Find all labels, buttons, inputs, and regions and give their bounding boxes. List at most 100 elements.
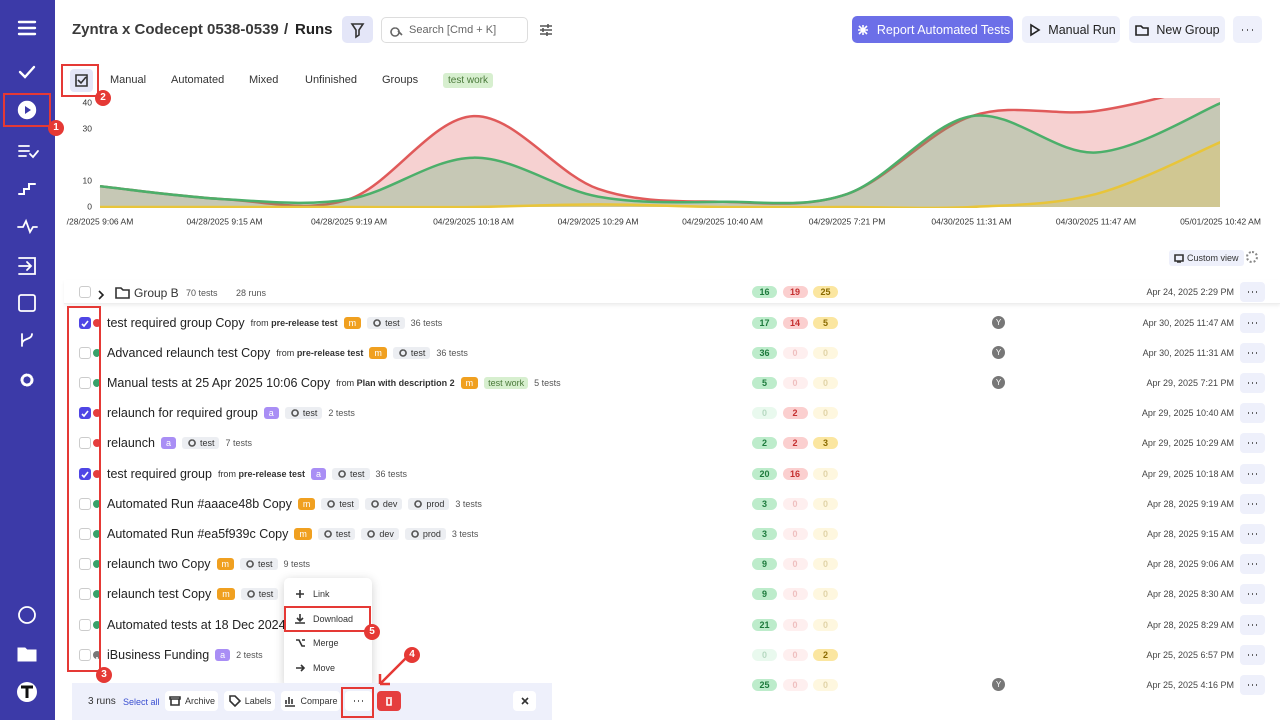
run-name[interactable]: test required group Copy (107, 315, 245, 330)
header-button[interactable]: New Group (1129, 16, 1225, 43)
filter-button[interactable] (342, 16, 373, 43)
run-name[interactable]: Manual tests at 25 Apr 2025 10:06 Copy (107, 375, 331, 390)
menu-item[interactable]: Merge (294, 636, 339, 650)
more-button[interactable] (1233, 16, 1262, 43)
row-more-button[interactable] (1240, 342, 1265, 363)
menu-icon[interactable] (17, 20, 37, 36)
projects-icon[interactable] (17, 647, 37, 662)
close-icon-path (521, 697, 529, 705)
group-checkbox[interactable] (79, 286, 91, 298)
bulk-close[interactable] (513, 691, 536, 711)
plans-icon[interactable] (18, 145, 39, 159)
run-name[interactable]: relaunch test Copy (107, 587, 212, 602)
bulk-action[interactable]: Labels (224, 691, 275, 711)
pulse-icon[interactable] (17, 218, 38, 235)
view-settings[interactable] (538, 22, 554, 38)
select-mode-button[interactable] (70, 69, 93, 92)
run-name[interactable]: Automated tests at 18 Dec 2024 12 (107, 617, 303, 632)
row-checkbox[interactable] (79, 618, 91, 631)
menu-item[interactable]: Move (294, 661, 335, 675)
row-checkbox[interactable] (79, 648, 91, 661)
run-name[interactable]: test required group (107, 466, 212, 481)
separator: / (284, 21, 289, 38)
gear-icon-path (291, 409, 299, 417)
run-name[interactable]: iBusiness Funding (107, 647, 210, 662)
bulk-action[interactable]: Compare (281, 691, 340, 711)
row-more-button[interactable] (1240, 614, 1265, 635)
header-button[interactable]: Manual Run (1022, 16, 1120, 43)
custom-view-button[interactable]: Custom view (1169, 250, 1244, 266)
group-name[interactable]: Group B (134, 286, 179, 300)
action-label: Archive (184, 696, 215, 706)
count-pill: 0 (782, 497, 808, 510)
status-glyph-path (94, 627, 101, 633)
search-box[interactable]: Search [Cmd + K] (381, 17, 528, 43)
select-all[interactable]: Select all (123, 697, 160, 707)
row-more-button[interactable] (1240, 644, 1265, 665)
row-more-button[interactable] (1240, 523, 1265, 544)
row-more-button[interactable] (1240, 554, 1265, 575)
menu-item[interactable]: Link (294, 587, 330, 601)
tab[interactable]: Mixed (249, 74, 279, 86)
bulk-more[interactable] (345, 691, 372, 711)
tab[interactable]: Manual (110, 74, 147, 86)
row-more-button[interactable] (1240, 433, 1265, 454)
row-checkbox[interactable] (79, 437, 91, 450)
chevron-icon-path (98, 290, 105, 300)
run-name[interactable]: Advanced relaunch test Copy (107, 345, 271, 360)
row-checkbox[interactable] (79, 527, 91, 540)
logo-mark (21, 685, 33, 698)
row-checkbox[interactable] (79, 407, 91, 420)
row-checkbox[interactable] (79, 467, 91, 480)
tab[interactable]: Automated (171, 74, 225, 86)
row-more-button[interactable] (1240, 312, 1265, 333)
run-name[interactable]: Automated Run #ea5f939c Copy (107, 526, 289, 541)
bulk-delete[interactable] (377, 691, 401, 711)
row-more-button[interactable] (1240, 282, 1265, 302)
chart-settings[interactable] (1246, 251, 1258, 263)
x-tick-label: 05/01/2025 10:42 AM (1180, 216, 1261, 226)
steps-icon[interactable] (18, 183, 36, 195)
row-more-button[interactable] (1240, 372, 1265, 393)
row-checkbox[interactable] (79, 588, 91, 601)
check-icon-path (81, 320, 89, 327)
tab-label[interactable]: test work (443, 73, 494, 88)
avatar: Y (992, 316, 1005, 329)
run-name[interactable]: Automated Run #aaace48b Copy (107, 496, 292, 511)
row-more-button[interactable] (1240, 584, 1265, 605)
button-icon (857, 24, 868, 35)
annotation-badge: 5 (364, 624, 380, 640)
row-checkbox[interactable] (79, 558, 91, 571)
check-icon (81, 471, 89, 478)
run-name[interactable]: relaunch (107, 436, 155, 451)
row-checkbox[interactable] (79, 346, 91, 359)
row-more-button[interactable] (1240, 403, 1265, 424)
group-chevron[interactable] (97, 287, 105, 305)
row-more-button[interactable] (1240, 463, 1265, 484)
run-tests: 3 tests (455, 498, 482, 509)
header-button[interactable]: Report Automated Tests (852, 16, 1013, 43)
branch-icon[interactable] (21, 333, 33, 347)
help-icon[interactable] (18, 606, 36, 624)
row-more-button[interactable] (1240, 674, 1265, 695)
run-name[interactable]: relaunch two Copy (107, 557, 211, 572)
bulk-action[interactable]: Archive (165, 691, 218, 711)
analytics-icon[interactable] (18, 294, 36, 312)
run-date: Apr 29, 2025 10:29 AM (1141, 438, 1234, 449)
gear-icon (371, 499, 379, 508)
import-icon[interactable] (18, 257, 36, 275)
row-checkbox[interactable] (79, 376, 91, 389)
check-icon[interactable] (18, 65, 36, 79)
tab[interactable]: Unfinished (305, 74, 357, 86)
row-checkbox[interactable] (79, 497, 91, 510)
tag-text: test (385, 317, 400, 328)
menu-item[interactable]: Download (294, 612, 353, 626)
row-checkbox[interactable] (79, 316, 91, 329)
settings-icon[interactable] (20, 373, 34, 387)
annotation-badge: 2 (95, 90, 111, 106)
row-content: test required group from pre-release test… (107, 465, 407, 483)
row-more-button[interactable] (1240, 493, 1265, 514)
tab[interactable]: Groups (382, 74, 419, 86)
folder-icon (115, 287, 130, 299)
run-name[interactable]: relaunch for required group (107, 406, 258, 421)
